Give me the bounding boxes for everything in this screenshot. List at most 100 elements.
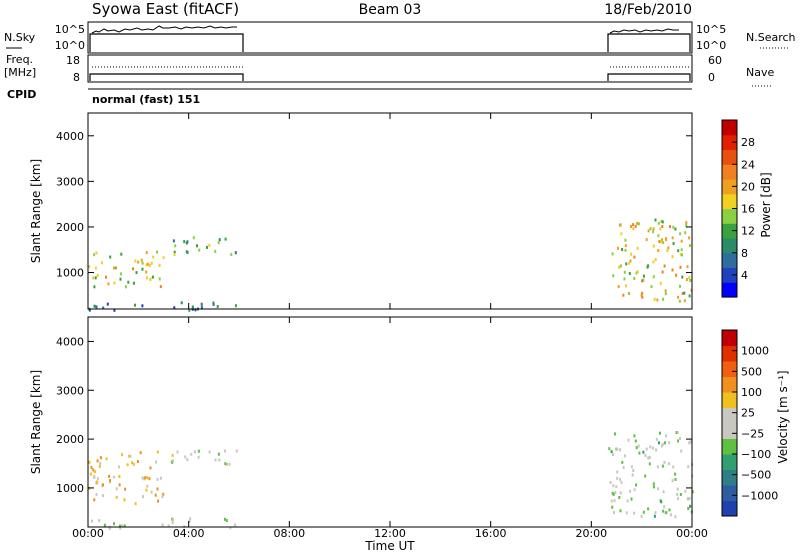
data-cell <box>99 461 102 465</box>
data-cell <box>665 511 668 515</box>
data-cell <box>657 234 660 238</box>
data-cell <box>661 225 664 228</box>
data-cell <box>676 431 679 435</box>
power-data-layer <box>88 218 693 312</box>
y-tick-label: 4000 <box>56 130 84 143</box>
colorbar-tick-label: 25 <box>741 407 755 420</box>
data-cell <box>89 472 92 476</box>
data-cell <box>148 264 151 267</box>
nsearch-tick-bottom: 10^0 <box>696 39 726 52</box>
velocity-data-layer <box>88 431 694 530</box>
colorbar-segment <box>722 330 737 346</box>
data-cell <box>149 466 152 470</box>
data-cell <box>638 451 641 455</box>
data-cell <box>212 302 215 306</box>
data-cell <box>99 456 102 460</box>
data-cell <box>624 248 627 252</box>
data-cell <box>620 481 623 485</box>
data-cell <box>92 468 95 472</box>
data-cell <box>151 275 154 279</box>
data-cell <box>145 488 148 492</box>
data-cell <box>656 298 659 302</box>
data-cell <box>115 487 118 491</box>
data-cell <box>645 238 648 242</box>
data-cell <box>234 523 237 527</box>
data-cell <box>658 441 660 445</box>
data-cell <box>157 499 160 503</box>
data-cell <box>634 439 637 443</box>
colorbar-segment <box>722 361 737 377</box>
data-cell <box>610 499 613 503</box>
data-cell <box>685 221 688 224</box>
nsky-label: N.Sky <box>4 31 36 44</box>
data-cell <box>224 449 227 453</box>
data-cell <box>674 227 677 231</box>
data-cell <box>108 480 111 484</box>
freq-label-line1: Freq. <box>6 53 33 66</box>
data-cell <box>230 253 233 256</box>
data-cell <box>159 476 162 480</box>
nsky-tick-top: 10^5 <box>55 23 85 36</box>
data-cell <box>162 492 165 496</box>
data-cell <box>108 474 110 478</box>
data-cell <box>629 489 632 493</box>
data-cell <box>668 441 671 445</box>
data-cell <box>625 284 627 288</box>
data-cell <box>670 513 672 517</box>
data-cell <box>94 470 97 474</box>
data-cell <box>688 236 691 240</box>
data-cell <box>131 461 134 465</box>
data-cell <box>679 232 682 236</box>
data-cell <box>197 449 200 453</box>
data-cell <box>680 239 683 243</box>
data-cell <box>619 491 622 495</box>
freq-tick-bottom: 8 <box>73 71 80 84</box>
data-cell <box>677 249 680 253</box>
colorbar-tick-label: 16 <box>741 203 755 216</box>
data-cell <box>635 483 638 487</box>
data-cell <box>148 477 151 481</box>
data-cell <box>193 450 196 454</box>
data-cell <box>146 276 148 280</box>
data-cell <box>671 479 674 483</box>
data-cell <box>610 450 613 454</box>
data-cell <box>226 462 228 466</box>
colorbar-segment <box>722 208 737 224</box>
data-cell <box>188 308 191 312</box>
data-cell <box>124 285 127 289</box>
data-cell <box>229 526 232 530</box>
velocity-panel-frame <box>87 316 693 528</box>
data-cell <box>688 294 691 298</box>
data-cell <box>234 304 237 308</box>
colorbar-segment <box>722 454 737 470</box>
data-cell <box>149 278 152 282</box>
nave-tick-bottom: 0 <box>708 71 715 84</box>
nsky-trace-2 <box>607 33 691 52</box>
data-cell <box>91 519 93 523</box>
colorbar-segment <box>722 120 737 136</box>
power-y-axis: 1000 2000 3000 4000 <box>56 130 692 280</box>
x-tick-label: 04:00 <box>173 527 205 540</box>
data-cell <box>190 452 193 456</box>
data-cell <box>102 306 105 310</box>
data-cell <box>611 252 614 256</box>
data-cell <box>112 266 115 270</box>
data-cell <box>197 455 200 459</box>
data-cell <box>96 477 99 481</box>
data-cell <box>173 250 176 254</box>
data-cell <box>685 278 688 282</box>
data-cell <box>609 481 612 484</box>
power-colorbar: 28 24 20 16 12 8 4 <box>721 119 755 298</box>
data-cell <box>93 304 96 308</box>
data-cell <box>120 252 123 256</box>
data-cell <box>224 237 227 241</box>
data-cell <box>119 277 122 281</box>
data-cell <box>619 509 622 513</box>
data-cell <box>206 245 208 249</box>
data-cell <box>127 280 130 284</box>
data-cell <box>674 477 677 481</box>
data-cell <box>224 462 227 466</box>
data-cell <box>115 495 118 499</box>
data-cell <box>671 255 674 259</box>
data-cell <box>616 447 619 451</box>
